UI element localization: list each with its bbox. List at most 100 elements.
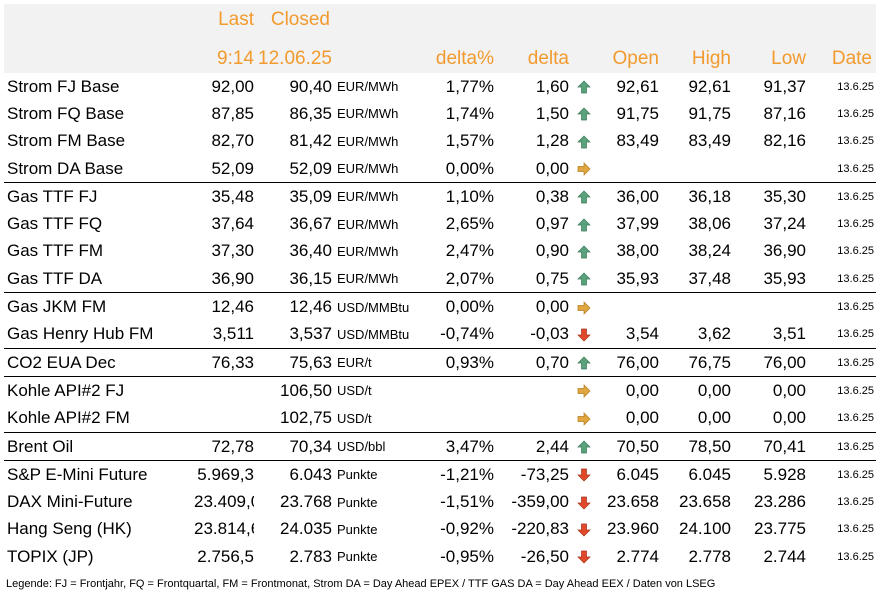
date-value: 13.6.25 — [806, 376, 876, 405]
high-value: 0,00 — [697, 408, 731, 428]
closed-value: 24.035 — [280, 519, 332, 539]
last-value — [194, 405, 254, 433]
arrow-up-icon — [577, 187, 591, 206]
last-value: 35,48 — [194, 182, 254, 211]
last-value — [194, 376, 254, 405]
delta-value: 1,50 — [535, 103, 569, 123]
instrument-name: Strom FM Base — [7, 131, 126, 151]
unit: USD/t — [332, 376, 422, 405]
unit: Punkte — [337, 521, 378, 537]
date-value: 13.6.25 — [806, 292, 876, 321]
delta-value: -220,83 — [511, 519, 569, 539]
trend-cell — [569, 238, 599, 265]
open-value: 0,00 — [599, 376, 659, 405]
trend-cell — [569, 516, 599, 543]
open-value: 76,00 — [599, 347, 659, 377]
high-value: 23.658 — [679, 492, 731, 512]
closed-value: 70,34 — [254, 431, 332, 461]
last-value: 52,09 — [211, 158, 254, 178]
delta-value: 0,00 — [535, 158, 569, 178]
table-row: Strom FM Base 82,70 81,42 EUR/MWh 1,57% 1,28 8… — [4, 128, 876, 155]
open-value: 92,61 — [616, 76, 659, 96]
table-row: Gas TTF FM 37,30 36,40 EUR/MWh 2,47% 0,90 38,0… — [4, 238, 876, 265]
closed-value: 3,537 — [289, 324, 332, 344]
closed-value: 52,09 — [289, 158, 332, 178]
closed-value: 35,09 — [254, 182, 332, 211]
open-value: 37,99 — [616, 214, 659, 234]
trend-cell — [569, 73, 599, 100]
delta-pct-value: 2,47% — [445, 241, 494, 261]
delta-pct-value: 1,57% — [445, 131, 494, 151]
trend-cell — [569, 543, 599, 570]
open-value: 70,50 — [599, 431, 659, 461]
delta-pct-value — [422, 405, 494, 433]
last-header: Last — [194, 4, 254, 36]
instrument-name: Gas TTF FQ — [7, 214, 103, 234]
instrument-name: Hang Seng (HK) — [7, 519, 132, 539]
arrow-up-icon — [577, 241, 591, 260]
instrument-name: Gas JKM FM — [4, 292, 194, 321]
open-value — [599, 155, 659, 183]
closed-value: 81,42 — [289, 131, 332, 151]
unit: USD/bbl — [332, 431, 422, 461]
high-value: 78,50 — [659, 431, 731, 461]
trend-cell — [569, 376, 599, 405]
delta-value: 0,90 — [535, 241, 569, 261]
date-value: 13.6.25 — [837, 107, 874, 120]
last-value: 87,85 — [211, 103, 254, 123]
low-value: 82,16 — [763, 131, 806, 151]
high-value: 83,49 — [688, 131, 731, 151]
delta-pct-value: 1,10% — [422, 182, 494, 211]
low-value: 23.775 — [754, 519, 806, 539]
table-row: DAX Mini-Future 23.409,0 23.768 Punkte -1,51… — [4, 488, 876, 515]
unit: EUR/MWh — [337, 161, 399, 177]
trend-cell — [569, 321, 599, 349]
date-value: 13.6.25 — [806, 431, 876, 461]
date-value: 13.6.25 — [837, 412, 874, 425]
arrow-down-icon — [577, 324, 591, 343]
market-data-table: Last Closed 9:14 12.06.25 delta% delta O… — [4, 4, 876, 570]
open-value: 0,00 — [625, 408, 659, 428]
arrow-down-icon — [577, 492, 591, 511]
date-value: 13.6.25 — [837, 328, 874, 341]
unit: EUR/MWh — [337, 79, 399, 95]
date-value: 13.6.25 — [837, 135, 874, 148]
high-value: 36,18 — [659, 182, 731, 211]
arrow-down-icon — [577, 519, 591, 538]
delta-pct-value: -0,95% — [440, 546, 494, 566]
unit: EUR/t — [332, 347, 422, 377]
delta-pct-value: -1,21% — [422, 460, 494, 489]
open-value: 2.774 — [616, 546, 659, 566]
low-value: 2.744 — [763, 546, 806, 566]
unit: Punkte — [337, 494, 378, 510]
high-value: 6.045 — [659, 460, 731, 489]
trend-cell — [569, 431, 599, 461]
delta-value: 0,00 — [494, 292, 569, 321]
high-header: High — [659, 36, 731, 73]
date-header: Date — [806, 36, 876, 73]
unit: USD/MMBtu — [337, 326, 410, 342]
unit: EUR/MWh — [337, 216, 399, 232]
date-value: 13.6.25 — [806, 460, 876, 489]
closed-value: 6.043 — [254, 460, 332, 489]
closed-value: 36,67 — [289, 214, 332, 234]
unit: Punkte — [337, 549, 378, 565]
closed-value: 86,35 — [289, 103, 332, 123]
date-value: 13.6.25 — [837, 245, 874, 258]
last-value: 92,00 — [211, 76, 254, 96]
delta-value: 0,75 — [535, 268, 569, 288]
delta-value — [494, 405, 569, 433]
table-row: Strom DA Base 52,09 52,09 EUR/MWh 0,00% 0,00 1… — [4, 155, 876, 183]
high-value: 92,61 — [688, 76, 731, 96]
high-value: 91,75 — [688, 103, 731, 123]
open-value: 3,54 — [625, 324, 659, 344]
closed-value: 2.783 — [289, 546, 332, 566]
date-value: 13.6.25 — [806, 347, 876, 377]
delta-value: 0,70 — [494, 347, 569, 377]
low-value: 0,00 — [731, 376, 806, 405]
trend-cell — [569, 460, 599, 489]
delta-pct-value: -0,74% — [440, 324, 494, 344]
closed-value: 106,50 — [254, 376, 332, 405]
table-row: Gas JKM FM 12,46 12,46 USD/MMBtu 0,00% 0,00 13… — [4, 292, 876, 321]
last-value: 3,511 — [212, 324, 254, 344]
